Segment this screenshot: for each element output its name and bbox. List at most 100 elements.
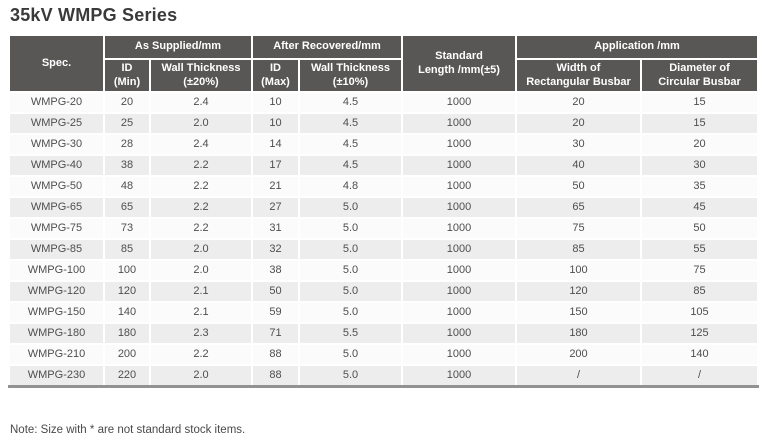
value-cell: 5.5 xyxy=(298,322,403,345)
value-cell: 150 xyxy=(515,301,642,324)
value-cell: 20 xyxy=(640,133,759,156)
value-cell: 20 xyxy=(515,112,642,135)
value-cell: 1000 xyxy=(401,301,517,324)
value-cell: 1000 xyxy=(401,196,517,219)
value-cell: 200 xyxy=(103,343,151,366)
value-cell: 2.2 xyxy=(149,343,253,366)
col-header-id-min: ID (Min) xyxy=(103,58,151,93)
value-cell: 38 xyxy=(251,259,300,282)
header-group-row: Spec. As Supplied/mm After Recovered/mm … xyxy=(8,34,759,93)
table-row: WMPG-150 140 2.1 59 5.0 1000 150 105 xyxy=(8,301,759,324)
spec-cell: WMPG-85 xyxy=(8,238,105,261)
value-cell: 5.0 xyxy=(298,196,403,219)
value-cell: 2.1 xyxy=(149,280,253,303)
value-cell: 120 xyxy=(515,280,642,303)
value-cell: 71 xyxy=(251,322,300,345)
col-header-dia-circ-busbar: Diameter of Circular Busbar xyxy=(640,58,759,93)
value-cell: 2.0 xyxy=(149,112,253,135)
value-cell: 2.2 xyxy=(149,175,253,198)
value-cell: 4.5 xyxy=(298,133,403,156)
value-cell: 2.3 xyxy=(149,322,253,345)
value-cell: 1000 xyxy=(401,238,517,261)
table-row: WMPG-65 65 2.2 27 5.0 1000 65 45 xyxy=(8,196,759,219)
value-cell: 220 xyxy=(103,364,151,387)
col-header-spec: Spec. xyxy=(8,34,105,93)
value-cell: 10 xyxy=(251,112,300,135)
value-cell: 5.0 xyxy=(298,259,403,282)
value-cell: 88 xyxy=(251,364,300,387)
value-cell: 2.4 xyxy=(149,91,253,114)
spec-cell: WMPG-150 xyxy=(8,301,105,324)
value-cell: 140 xyxy=(103,301,151,324)
value-cell: 65 xyxy=(515,196,642,219)
col-header-id-max: ID (Max) xyxy=(251,58,300,93)
value-cell: 4.5 xyxy=(298,91,403,114)
value-cell: 40 xyxy=(515,154,642,177)
spec-cell: WMPG-120 xyxy=(8,280,105,303)
value-cell: 1000 xyxy=(401,133,517,156)
value-cell: 2.2 xyxy=(149,196,253,219)
value-cell: 2.2 xyxy=(149,217,253,240)
value-cell: 10 xyxy=(251,91,300,114)
value-cell: 5.0 xyxy=(298,301,403,324)
spec-cell: WMPG-230 xyxy=(8,364,105,387)
table-row: WMPG-85 85 2.0 32 5.0 1000 85 55 xyxy=(8,238,759,261)
value-cell: 45 xyxy=(640,196,759,219)
page-title: 35kV WMPG Series xyxy=(10,5,178,25)
value-cell: 180 xyxy=(103,322,151,345)
header-sub-row: ID (Min) Wall Thickness (±20%) ID (Max) … xyxy=(9,58,759,93)
value-cell: 5.0 xyxy=(298,217,403,240)
value-cell: 50 xyxy=(640,217,759,240)
value-cell: 48 xyxy=(103,175,151,198)
table-header: Spec. As Supplied/mm After Recovered/mm … xyxy=(8,34,759,93)
value-cell: 88 xyxy=(251,343,300,366)
spec-cell: WMPG-210 xyxy=(8,343,105,366)
value-cell: 75 xyxy=(640,259,759,282)
spec-cell: WMPG-40 xyxy=(8,154,105,177)
value-cell: 140 xyxy=(640,343,759,366)
col-header-wall-thickness-10: Wall Thickness (±10%) xyxy=(298,58,403,93)
value-cell: 59 xyxy=(251,301,300,324)
value-cell: 30 xyxy=(515,133,642,156)
table-row: WMPG-30 28 2.4 14 4.5 1000 30 20 xyxy=(8,133,759,156)
value-cell: 125 xyxy=(640,322,759,345)
value-cell: 85 xyxy=(515,238,642,261)
value-cell: 32 xyxy=(251,238,300,261)
table-row: WMPG-120 120 2.1 50 5.0 1000 120 85 xyxy=(8,280,759,303)
table-body: WMPG-20 20 2.4 10 4.5 1000 20 15 WMPG-25 25 2.0 10 4… xyxy=(8,91,759,387)
value-cell: 30 xyxy=(640,154,759,177)
col-group-application: Application /mm xyxy=(515,34,759,60)
value-cell: 1000 xyxy=(401,217,517,240)
col-header-standard-length: Standard Length /mm(±5) xyxy=(401,34,517,93)
value-cell: 4.5 xyxy=(298,154,403,177)
value-cell: 1000 xyxy=(401,364,517,387)
value-cell: 105 xyxy=(640,301,759,324)
spec-table: Spec. As Supplied/mm After Recovered/mm … xyxy=(8,34,759,388)
value-cell: 5.0 xyxy=(298,238,403,261)
value-cell: 50 xyxy=(515,175,642,198)
col-header-width-rect-busbar: Width of Rectangular Busbar xyxy=(515,58,642,93)
value-cell: 65 xyxy=(103,196,151,219)
value-cell: 180 xyxy=(515,322,642,345)
value-cell: 2.2 xyxy=(149,154,253,177)
value-cell: 31 xyxy=(251,217,300,240)
value-cell: 75 xyxy=(515,217,642,240)
value-cell: 1000 xyxy=(401,154,517,177)
value-cell: 5.0 xyxy=(298,343,403,366)
value-cell: 1000 xyxy=(401,259,517,282)
table-row: WMPG-230 220 2.0 88 5.0 1000// xyxy=(8,364,759,387)
value-cell: 200 xyxy=(515,343,642,366)
value-cell: 55 xyxy=(640,238,759,261)
table-row: WMPG-50 48 2.2 21 4.8 1000 50 35 xyxy=(8,175,759,198)
value-cell: / xyxy=(515,364,642,387)
value-cell: 1000 xyxy=(401,322,517,345)
value-cell: 21 xyxy=(251,175,300,198)
value-cell: / xyxy=(640,364,759,387)
table-row: WMPG-180 180 2.3 71 5.5 1000 180 125 xyxy=(8,322,759,345)
value-cell: 50 xyxy=(251,280,300,303)
table-row: WMPG-40 38 2.2 17 4.5 1000 40 30 xyxy=(8,154,759,177)
table-row: WMPG-75 73 2.2 31 5.0 1000 75 50 xyxy=(8,217,759,240)
value-cell: 15 xyxy=(640,91,759,114)
col-group-after-recovered: After Recovered/mm xyxy=(251,34,403,60)
value-cell: 2.1 xyxy=(149,301,253,324)
